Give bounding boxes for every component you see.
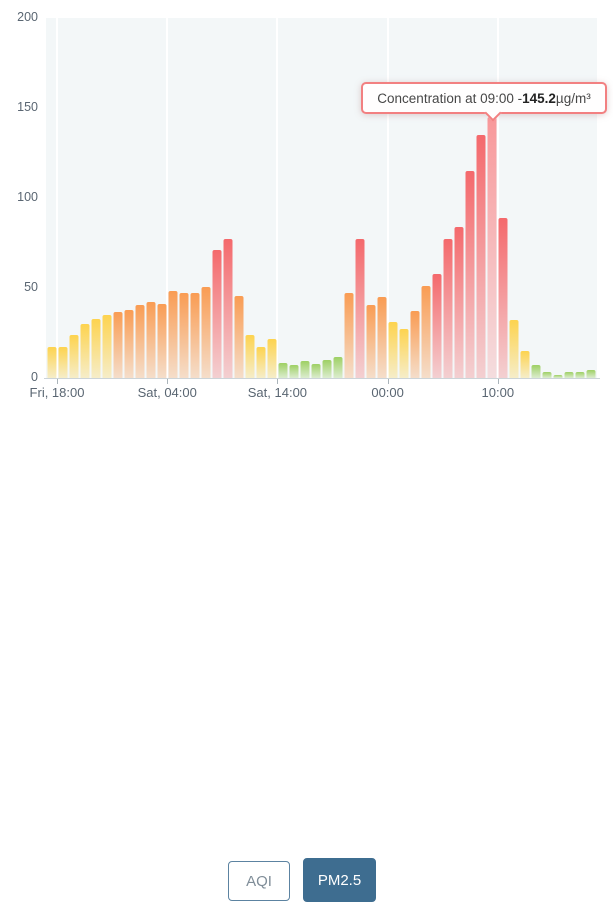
bar[interactable] [244,18,255,378]
gridline [496,18,499,378]
bar[interactable] [156,18,167,378]
x-axis-tick [387,379,389,384]
gridline [386,18,389,378]
x-axis-tick [57,379,59,384]
y-axis-label: 0 [31,370,38,384]
bar[interactable] [531,18,542,378]
pm25-bar-chart: Concentration at 09:00 - 145.2 µg/m³ Fri… [0,0,613,415]
pm25-button[interactable]: PM2.5 [303,858,376,902]
bar[interactable] [322,18,333,378]
x-axis-tick [277,379,279,384]
y-axis-label: 100 [17,190,38,204]
bar[interactable] [520,18,531,378]
x-axis-label: Fri, 18:00 [29,385,85,400]
bar[interactable] [366,18,377,378]
bar[interactable] [211,18,222,378]
bar[interactable] [454,18,465,378]
bar[interactable] [465,18,476,378]
x-axis-label: Sat, 04:00 [137,385,197,400]
bar[interactable] [255,18,266,378]
x-axis-tick [167,379,169,384]
gridline [56,18,59,378]
tooltip-units: µg/m³ [555,90,591,106]
bar[interactable] [178,18,189,378]
bar[interactable] [90,18,101,378]
bar[interactable] [277,18,288,378]
tooltip-text: Concentration at 09:00 - [377,90,523,106]
bar[interactable] [333,18,344,378]
y-axis-label: 50 [24,280,38,294]
bar[interactable] [57,18,68,378]
gridline [166,18,169,378]
bar[interactable] [200,18,211,378]
plot-area [46,18,597,378]
aqi-button[interactable]: AQI [228,861,290,901]
tooltip-value: 145.2 [522,90,556,106]
bar[interactable] [123,18,134,378]
bar[interactable] [101,18,112,378]
bar[interactable] [112,18,123,378]
bar[interactable] [553,18,564,378]
y-axis-label: 150 [17,100,38,114]
bar[interactable] [299,18,310,378]
bar[interactable] [355,18,366,378]
bar[interactable] [189,18,200,378]
bar[interactable] [443,18,454,378]
y-axis-label: 200 [17,10,38,24]
mode-switch: AQI PM2.5 [0,425,613,902]
bar[interactable] [498,18,509,378]
bar[interactable] [399,18,410,378]
bar[interactable] [288,18,299,378]
bar[interactable] [564,18,575,378]
x-axis-line [44,378,600,379]
x-axis-label: 10:00 [481,385,515,400]
bar[interactable] [167,18,178,378]
bar[interactable] [68,18,79,378]
bar[interactable] [46,18,57,378]
bar[interactable] [79,18,90,378]
bar[interactable] [586,18,597,378]
bar[interactable] [410,18,421,378]
bar[interactable] [145,18,156,378]
bar[interactable] [509,18,520,378]
bar[interactable] [134,18,145,378]
bar[interactable] [344,18,355,378]
bar[interactable] [233,18,244,378]
bar[interactable] [476,18,487,378]
tooltip: Concentration at 09:00 - 145.2 µg/m³ [361,82,607,114]
bar[interactable] [487,18,498,378]
bar[interactable] [310,18,321,378]
x-axis-label: 00:00 [371,385,404,400]
bar[interactable] [542,18,553,378]
bar[interactable] [222,18,233,378]
bar[interactable] [377,18,388,378]
x-axis-tick [497,379,499,384]
bar[interactable] [388,18,399,378]
x-axis-label: Sat, 14:00 [247,385,308,400]
bar[interactable] [575,18,586,378]
bar[interactable] [266,18,277,378]
gridline [276,18,279,378]
bar[interactable] [421,18,432,378]
bar[interactable] [432,18,443,378]
